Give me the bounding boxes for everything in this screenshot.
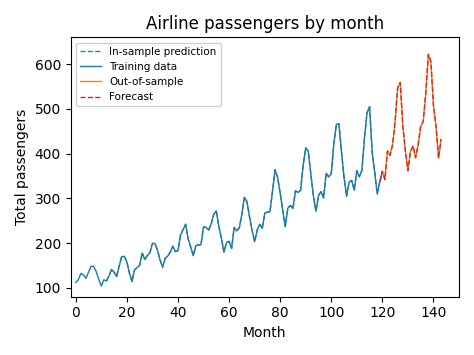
X-axis label: Month: Month xyxy=(243,326,287,340)
Out-of-sample xyxy=(400,123,406,127)
In-sample prediction xyxy=(183,222,189,226)
Forecast xyxy=(395,85,401,89)
Out-of-sample xyxy=(436,156,441,160)
Line: Training data: Training data xyxy=(76,106,383,286)
Line: Out-of-sample: Out-of-sample xyxy=(383,54,441,180)
Forecast xyxy=(397,80,403,84)
Out-of-sample xyxy=(438,137,444,141)
In-sample prediction xyxy=(124,260,130,264)
Forecast xyxy=(428,59,434,64)
Out-of-sample xyxy=(413,155,419,160)
Forecast xyxy=(387,153,393,158)
Forecast xyxy=(390,143,395,147)
Out-of-sample xyxy=(426,52,431,56)
Out-of-sample xyxy=(418,124,424,129)
Forecast xyxy=(430,103,436,108)
Forecast xyxy=(405,169,411,173)
Forecast xyxy=(392,119,398,124)
Out-of-sample xyxy=(380,169,385,174)
In-sample prediction xyxy=(288,203,293,208)
Forecast xyxy=(380,169,385,174)
Training data xyxy=(367,104,373,109)
Forecast xyxy=(402,148,408,153)
Out-of-sample xyxy=(387,153,393,158)
Forecast xyxy=(426,52,431,56)
Forecast xyxy=(400,123,406,127)
Forecast xyxy=(423,91,428,95)
In-sample prediction xyxy=(367,104,373,109)
Forecast xyxy=(420,119,426,124)
Title: Airline passengers by month: Airline passengers by month xyxy=(146,15,384,33)
Forecast xyxy=(382,178,388,182)
Training data xyxy=(267,209,273,214)
Training data xyxy=(99,284,104,288)
In-sample prediction xyxy=(104,279,109,283)
In-sample prediction xyxy=(257,222,263,226)
In-sample prediction xyxy=(380,169,385,174)
Forecast xyxy=(438,137,444,141)
Out-of-sample xyxy=(433,124,439,129)
Forecast xyxy=(418,124,424,129)
Training data xyxy=(106,274,112,278)
Out-of-sample xyxy=(392,119,398,124)
Training data xyxy=(73,280,79,285)
Forecast xyxy=(436,156,441,160)
Training data xyxy=(380,169,385,174)
Out-of-sample xyxy=(397,80,403,84)
Out-of-sample xyxy=(408,149,413,153)
Forecast xyxy=(410,144,416,148)
Training data xyxy=(206,228,211,232)
Line: Forecast: Forecast xyxy=(380,54,441,182)
Out-of-sample xyxy=(415,143,421,147)
Out-of-sample xyxy=(410,144,416,148)
Out-of-sample xyxy=(382,178,388,182)
In-sample prediction xyxy=(129,279,135,284)
Forecast xyxy=(384,149,390,153)
Forecast xyxy=(413,155,419,160)
Out-of-sample xyxy=(423,91,428,95)
In-sample prediction xyxy=(255,228,260,232)
Legend: In-sample prediction, Training data, Out-of-sample, Forecast: In-sample prediction, Training data, Out… xyxy=(76,43,220,106)
Line: In-sample prediction: In-sample prediction xyxy=(107,106,383,282)
Out-of-sample xyxy=(384,149,390,153)
Forecast xyxy=(433,124,439,129)
Forecast xyxy=(408,149,413,153)
Training data xyxy=(147,251,153,255)
Training data xyxy=(362,136,367,140)
Training data xyxy=(283,224,288,229)
Out-of-sample xyxy=(390,143,395,147)
Out-of-sample xyxy=(405,169,411,173)
Out-of-sample xyxy=(430,103,436,108)
Out-of-sample xyxy=(420,119,426,124)
Forecast xyxy=(377,180,383,184)
Y-axis label: Total passengers: Total passengers xyxy=(15,109,29,225)
Out-of-sample xyxy=(428,59,434,64)
In-sample prediction xyxy=(198,243,204,247)
Out-of-sample xyxy=(402,148,408,153)
Out-of-sample xyxy=(395,85,401,89)
Forecast xyxy=(415,143,421,147)
